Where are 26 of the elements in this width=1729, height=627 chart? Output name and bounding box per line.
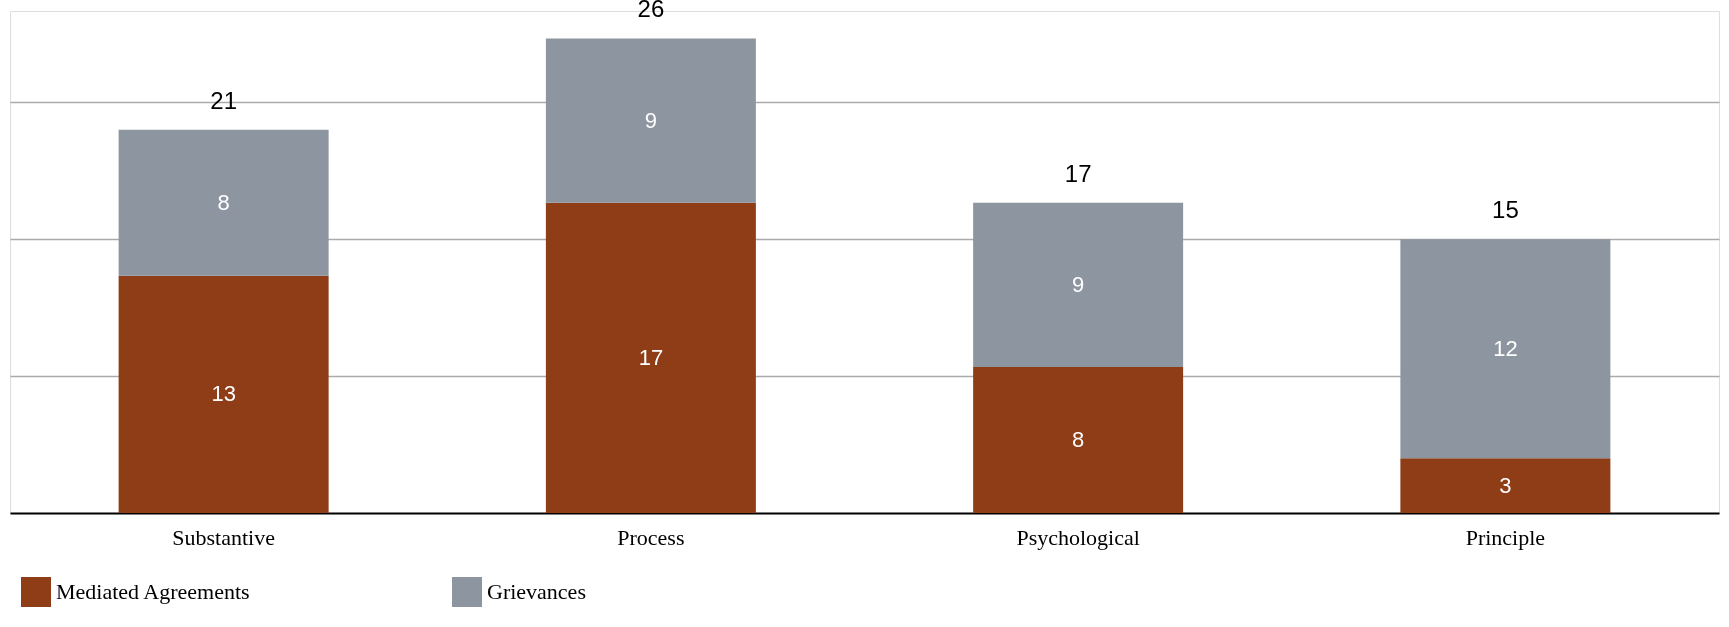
total-label: 15	[1492, 196, 1519, 224]
data-label: 8	[217, 189, 230, 215]
data-label: 8	[1072, 426, 1085, 452]
bar	[545, 202, 756, 513]
bar	[118, 275, 329, 513]
legend-label: Mediated Agreements	[56, 579, 250, 604]
data-label: 13	[211, 381, 236, 407]
bar	[1400, 458, 1611, 513]
data-label: 9	[1072, 271, 1085, 297]
data-label: 17	[638, 344, 664, 370]
x-tick-label: Substantive	[172, 524, 275, 550]
bar	[118, 129, 329, 276]
legend-label: Grievances	[487, 579, 586, 604]
total-label: 17	[1064, 159, 1092, 187]
bar	[1400, 239, 1611, 459]
bar	[973, 202, 1184, 367]
x-tick-label: Process	[617, 524, 685, 550]
total-label: 21	[210, 86, 237, 114]
bar	[545, 38, 756, 203]
data-label: 9	[644, 107, 657, 133]
bar	[973, 366, 1184, 513]
data-label: 12	[1493, 335, 1518, 361]
total-label: 26	[637, 0, 665, 23]
x-tick-label: Principle	[1465, 524, 1546, 550]
x-tick-label: Psychological	[1016, 524, 1140, 550]
data-label: 3	[1499, 472, 1512, 498]
